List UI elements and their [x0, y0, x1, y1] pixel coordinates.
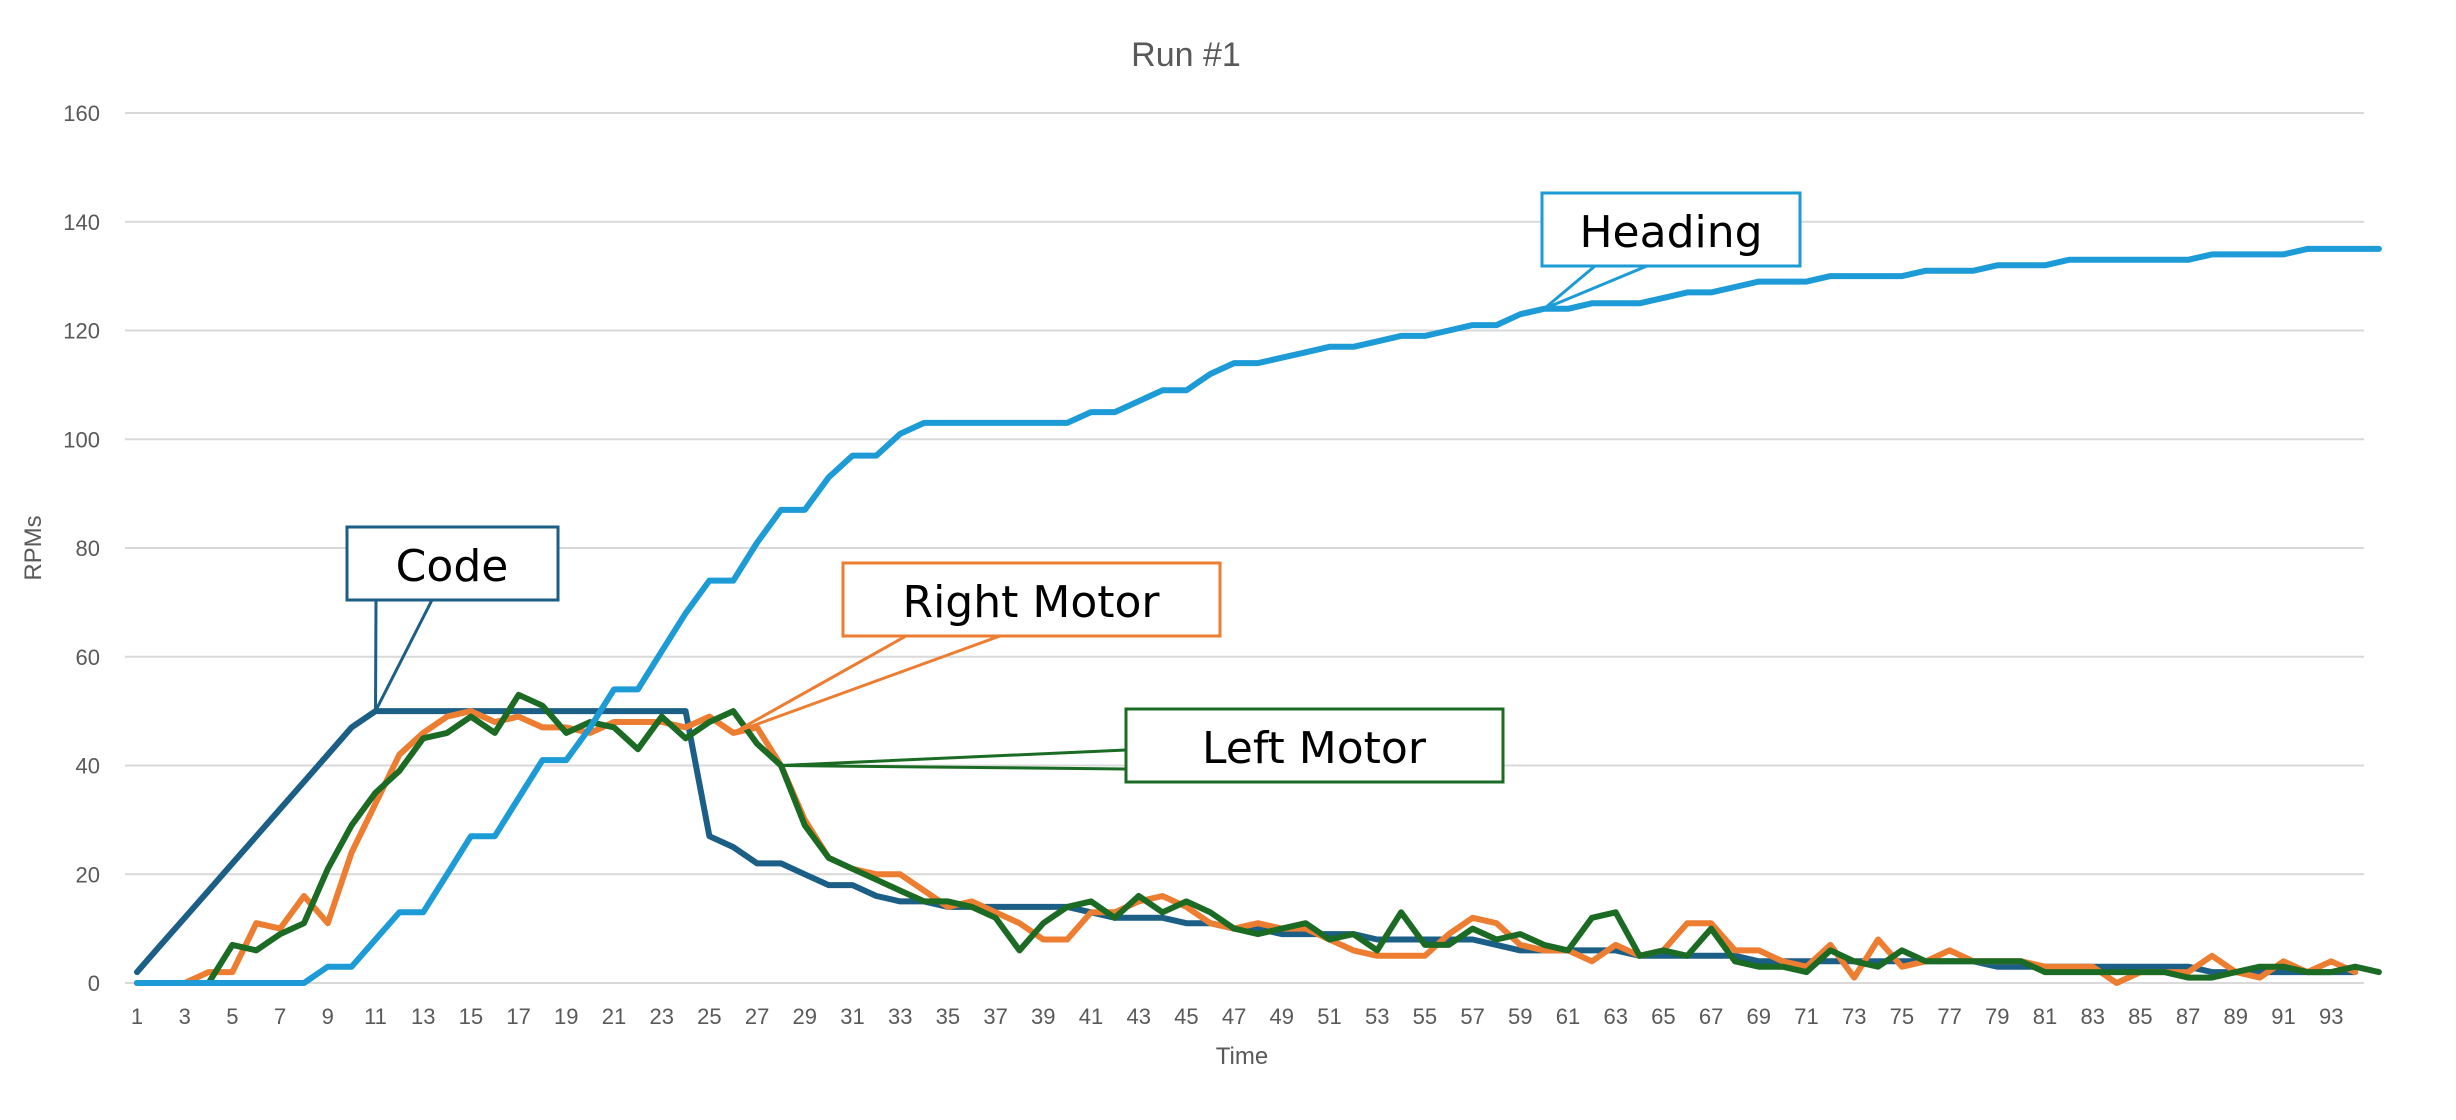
y-tick-label: 80	[76, 536, 100, 561]
x-tick-label: 37	[983, 1004, 1007, 1029]
callout-heading: Heading	[1540, 191, 1802, 311]
callout-box	[841, 561, 1222, 638]
x-tick-label: 23	[649, 1004, 673, 1029]
x-tick-label: 55	[1413, 1004, 1437, 1029]
x-tick-label: 33	[888, 1004, 912, 1029]
x-tick-label: 11	[364, 1004, 387, 1029]
x-tick-label: 5	[226, 1004, 238, 1029]
callout-box	[1540, 191, 1802, 268]
series-lines	[134, 245, 2382, 986]
x-tick-label: 39	[1031, 1004, 1055, 1029]
x-tick-label: 57	[1460, 1004, 1484, 1029]
x-tick-label: 81	[2033, 1004, 2057, 1029]
callout-label: Heading	[1579, 207, 1762, 258]
x-tick-label: 15	[459, 1004, 483, 1029]
y-tick-label: 60	[76, 645, 100, 670]
x-tick-label: 59	[1508, 1004, 1532, 1029]
y-tick-label: 100	[63, 427, 100, 452]
callout-leader	[1543, 264, 1648, 311]
x-axis-title: Time	[1216, 1043, 1268, 1070]
x-tick-label: 65	[1651, 1004, 1675, 1029]
callout-box	[1124, 707, 1505, 784]
x-tick-label: 49	[1270, 1004, 1294, 1029]
y-axis-title: RPMs	[20, 515, 47, 580]
x-tick-label: 21	[602, 1004, 626, 1029]
x-tick-label: 41	[1079, 1004, 1103, 1029]
x-tick-label: 27	[745, 1004, 769, 1029]
callout-label: Left Motor	[1202, 723, 1427, 774]
y-tick-label: 120	[63, 319, 100, 344]
callout-leader	[780, 748, 1127, 771]
callout-code: Code	[345, 525, 560, 712]
y-tick-label: 140	[63, 210, 100, 235]
x-tick-label: 17	[506, 1004, 530, 1029]
callouts: Code Right Motor Left Motor Heading	[345, 191, 1802, 784]
x-tick-label: 61	[1556, 1004, 1580, 1029]
callout-leader	[732, 634, 1001, 735]
callout-right-motor: Right Motor	[732, 561, 1222, 735]
x-tick-label: 73	[1842, 1004, 1866, 1029]
x-tick-label: 67	[1699, 1004, 1723, 1029]
y-tick-label: 20	[76, 862, 100, 887]
x-tick-label: 19	[554, 1004, 578, 1029]
x-tick-label: 29	[793, 1004, 817, 1029]
x-tick-label: 77	[1937, 1004, 1961, 1029]
x-tick-label: 7	[274, 1004, 286, 1029]
x-tick-label: 83	[2080, 1004, 2104, 1029]
callout-label: Code	[396, 541, 509, 592]
y-axis-ticks: 0 20 40 60 80 100 120 140 160	[63, 101, 100, 996]
x-tick-label: 13	[411, 1004, 435, 1029]
x-tick-label: 79	[1985, 1004, 2009, 1029]
x-tick-label: 71	[1794, 1004, 1818, 1029]
y-tick-label: 160	[63, 101, 100, 126]
x-tick-label: 25	[697, 1004, 721, 1029]
x-tick-label: 3	[179, 1004, 191, 1029]
x-tick-label: 35	[936, 1004, 960, 1029]
x-tick-label: 63	[1603, 1004, 1627, 1029]
x-tick-label: 75	[1890, 1004, 1914, 1029]
x-tick-label: 31	[840, 1004, 864, 1029]
x-axis-ticks: 1 3 5 7 9 11 13 15 17 19 21 23 25 27 29 31 33 35 37 39 41 43 4…	[131, 1004, 2344, 1029]
y-tick-label: 40	[76, 754, 100, 779]
x-tick-label: 89	[2224, 1004, 2248, 1029]
x-tick-label: 69	[1747, 1004, 1771, 1029]
series-line-heading	[134, 245, 2382, 986]
x-tick-label: 53	[1365, 1004, 1389, 1029]
chart-title: Run #1	[1131, 36, 1241, 74]
callout-box	[345, 525, 560, 602]
x-tick-label: 47	[1222, 1004, 1246, 1029]
callout-left-motor: Left Motor	[780, 707, 1505, 784]
x-tick-label: 85	[2128, 1004, 2152, 1029]
x-tick-label: 91	[2271, 1004, 2295, 1029]
x-tick-label: 1	[131, 1004, 143, 1029]
callout-label: Right Motor	[903, 577, 1161, 628]
x-tick-label: 9	[322, 1004, 334, 1029]
x-tick-label: 45	[1174, 1004, 1198, 1029]
x-tick-label: 87	[2176, 1004, 2200, 1029]
y-tick-label: 0	[88, 971, 100, 996]
x-tick-label: 93	[2319, 1004, 2343, 1029]
x-tick-label: 43	[1126, 1004, 1150, 1029]
callout-leader	[374, 599, 434, 712]
x-tick-label: 51	[1317, 1004, 1341, 1029]
series-line-left-motor	[134, 691, 2382, 986]
